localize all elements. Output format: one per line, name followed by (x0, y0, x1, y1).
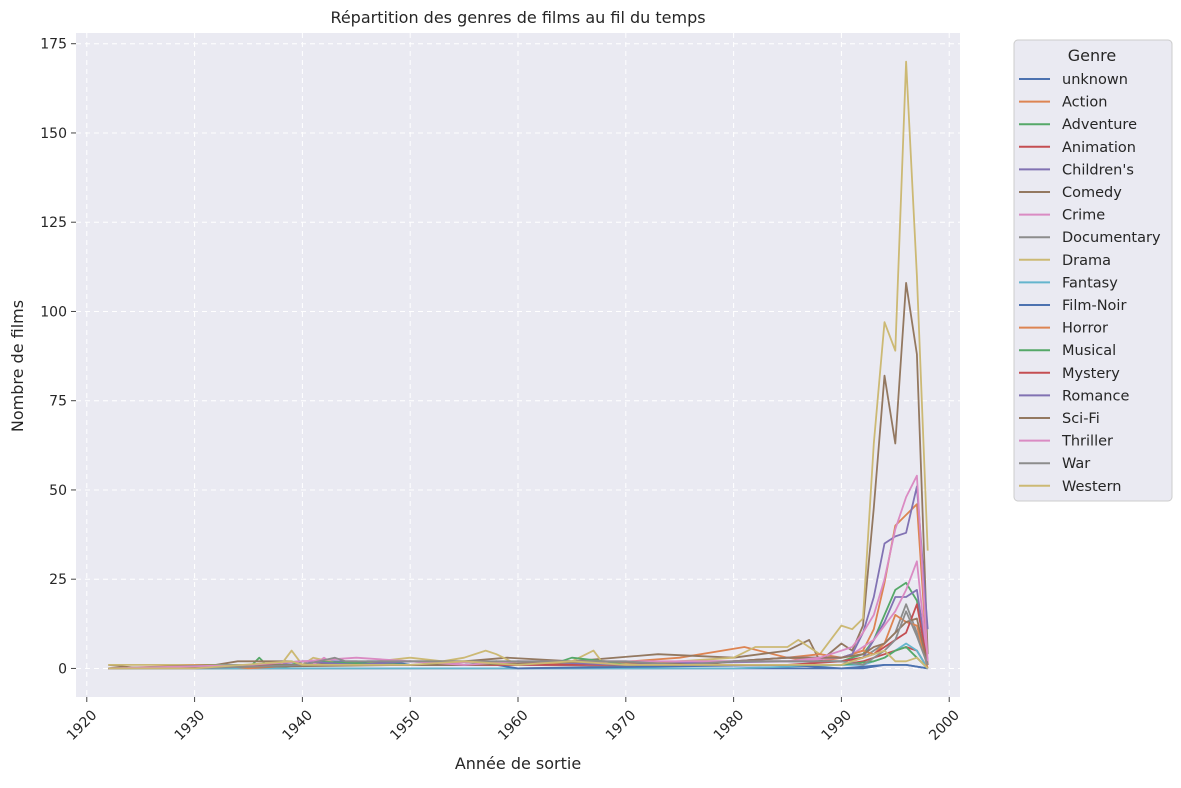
y-tick-label: 0 (58, 661, 67, 677)
series-line-fantasy (108, 642, 929, 670)
legend-label-action: Action (1062, 95, 1107, 111)
legend-label-fantasy: Fantasy (1062, 275, 1118, 291)
x-tick-label: 1930 (172, 707, 209, 744)
y-tick-label: 175 (40, 37, 67, 53)
x-tick-label: 1970 (603, 707, 640, 744)
legend-label-documentary: Documentary (1062, 230, 1161, 246)
y-tick-label: 125 (40, 215, 67, 231)
chart-title: Répartition des genres de films au fil d… (330, 8, 705, 27)
x-tick-label: 1950 (387, 707, 424, 744)
legend-label-musical: Musical (1062, 343, 1116, 359)
legend-label-sci-fi: Sci-Fi (1062, 411, 1100, 427)
legend-label-western: Western (1062, 479, 1121, 495)
x-axis-ticks: 1920 1930 1940 1950 1960 1970 1980 1990 2000 (64, 697, 963, 744)
y-tick-label: 100 (40, 304, 67, 320)
y-tick-label: 25 (49, 572, 67, 588)
legend-label-war: War (1062, 456, 1090, 472)
series-line-thriller (108, 474, 929, 670)
x-tick-label: 1980 (711, 707, 748, 744)
legend-title: Genre (1068, 46, 1116, 65)
legend-items: unknown Action Adventure Animation Children'… (1019, 72, 1161, 495)
series-line-western (108, 649, 929, 670)
series-line-musical (108, 646, 929, 670)
grid-lines (76, 33, 960, 697)
y-axis-label: Nombre de films (8, 300, 27, 432)
x-tick-label: 2000 (926, 707, 963, 744)
x-tick-label: 1990 (819, 707, 856, 744)
legend-label-adventure: Adventure (1062, 117, 1137, 133)
legend-label-unknown: unknown (1062, 72, 1128, 88)
legend-label-romance: Romance (1062, 388, 1129, 404)
legend-label-mystery: Mystery (1062, 366, 1120, 382)
legend-label-drama: Drama (1062, 253, 1111, 269)
legend-label-film-noir: Film-Noir (1062, 298, 1126, 314)
y-tick-label: 75 (49, 394, 67, 410)
legend-label-crime: Crime (1062, 208, 1105, 224)
x-tick-label: 1940 (279, 707, 316, 744)
y-tick-label: 50 (49, 483, 67, 499)
y-tick-label: 150 (40, 126, 67, 142)
series-lines (108, 60, 929, 670)
legend-label-animation: Animation (1062, 140, 1136, 156)
legend-box (1013, 39, 1173, 502)
x-axis-label: Année de sortie (455, 754, 581, 773)
series-line-drama (108, 60, 929, 666)
legend-label-children-s: Children's (1062, 162, 1134, 178)
legend-label-horror: Horror (1062, 321, 1108, 337)
legend: Genre unknown Action Adventure Animation Chi… (1013, 39, 1173, 502)
x-tick-label: 1960 (495, 707, 532, 744)
legend-label-thriller: Thriller (1061, 434, 1113, 450)
x-tick-label: 1920 (64, 707, 101, 744)
y-axis-ticks: 0 25 50 75 100 125 150 175 (40, 37, 76, 677)
legend-label-comedy: Comedy (1062, 185, 1122, 201)
